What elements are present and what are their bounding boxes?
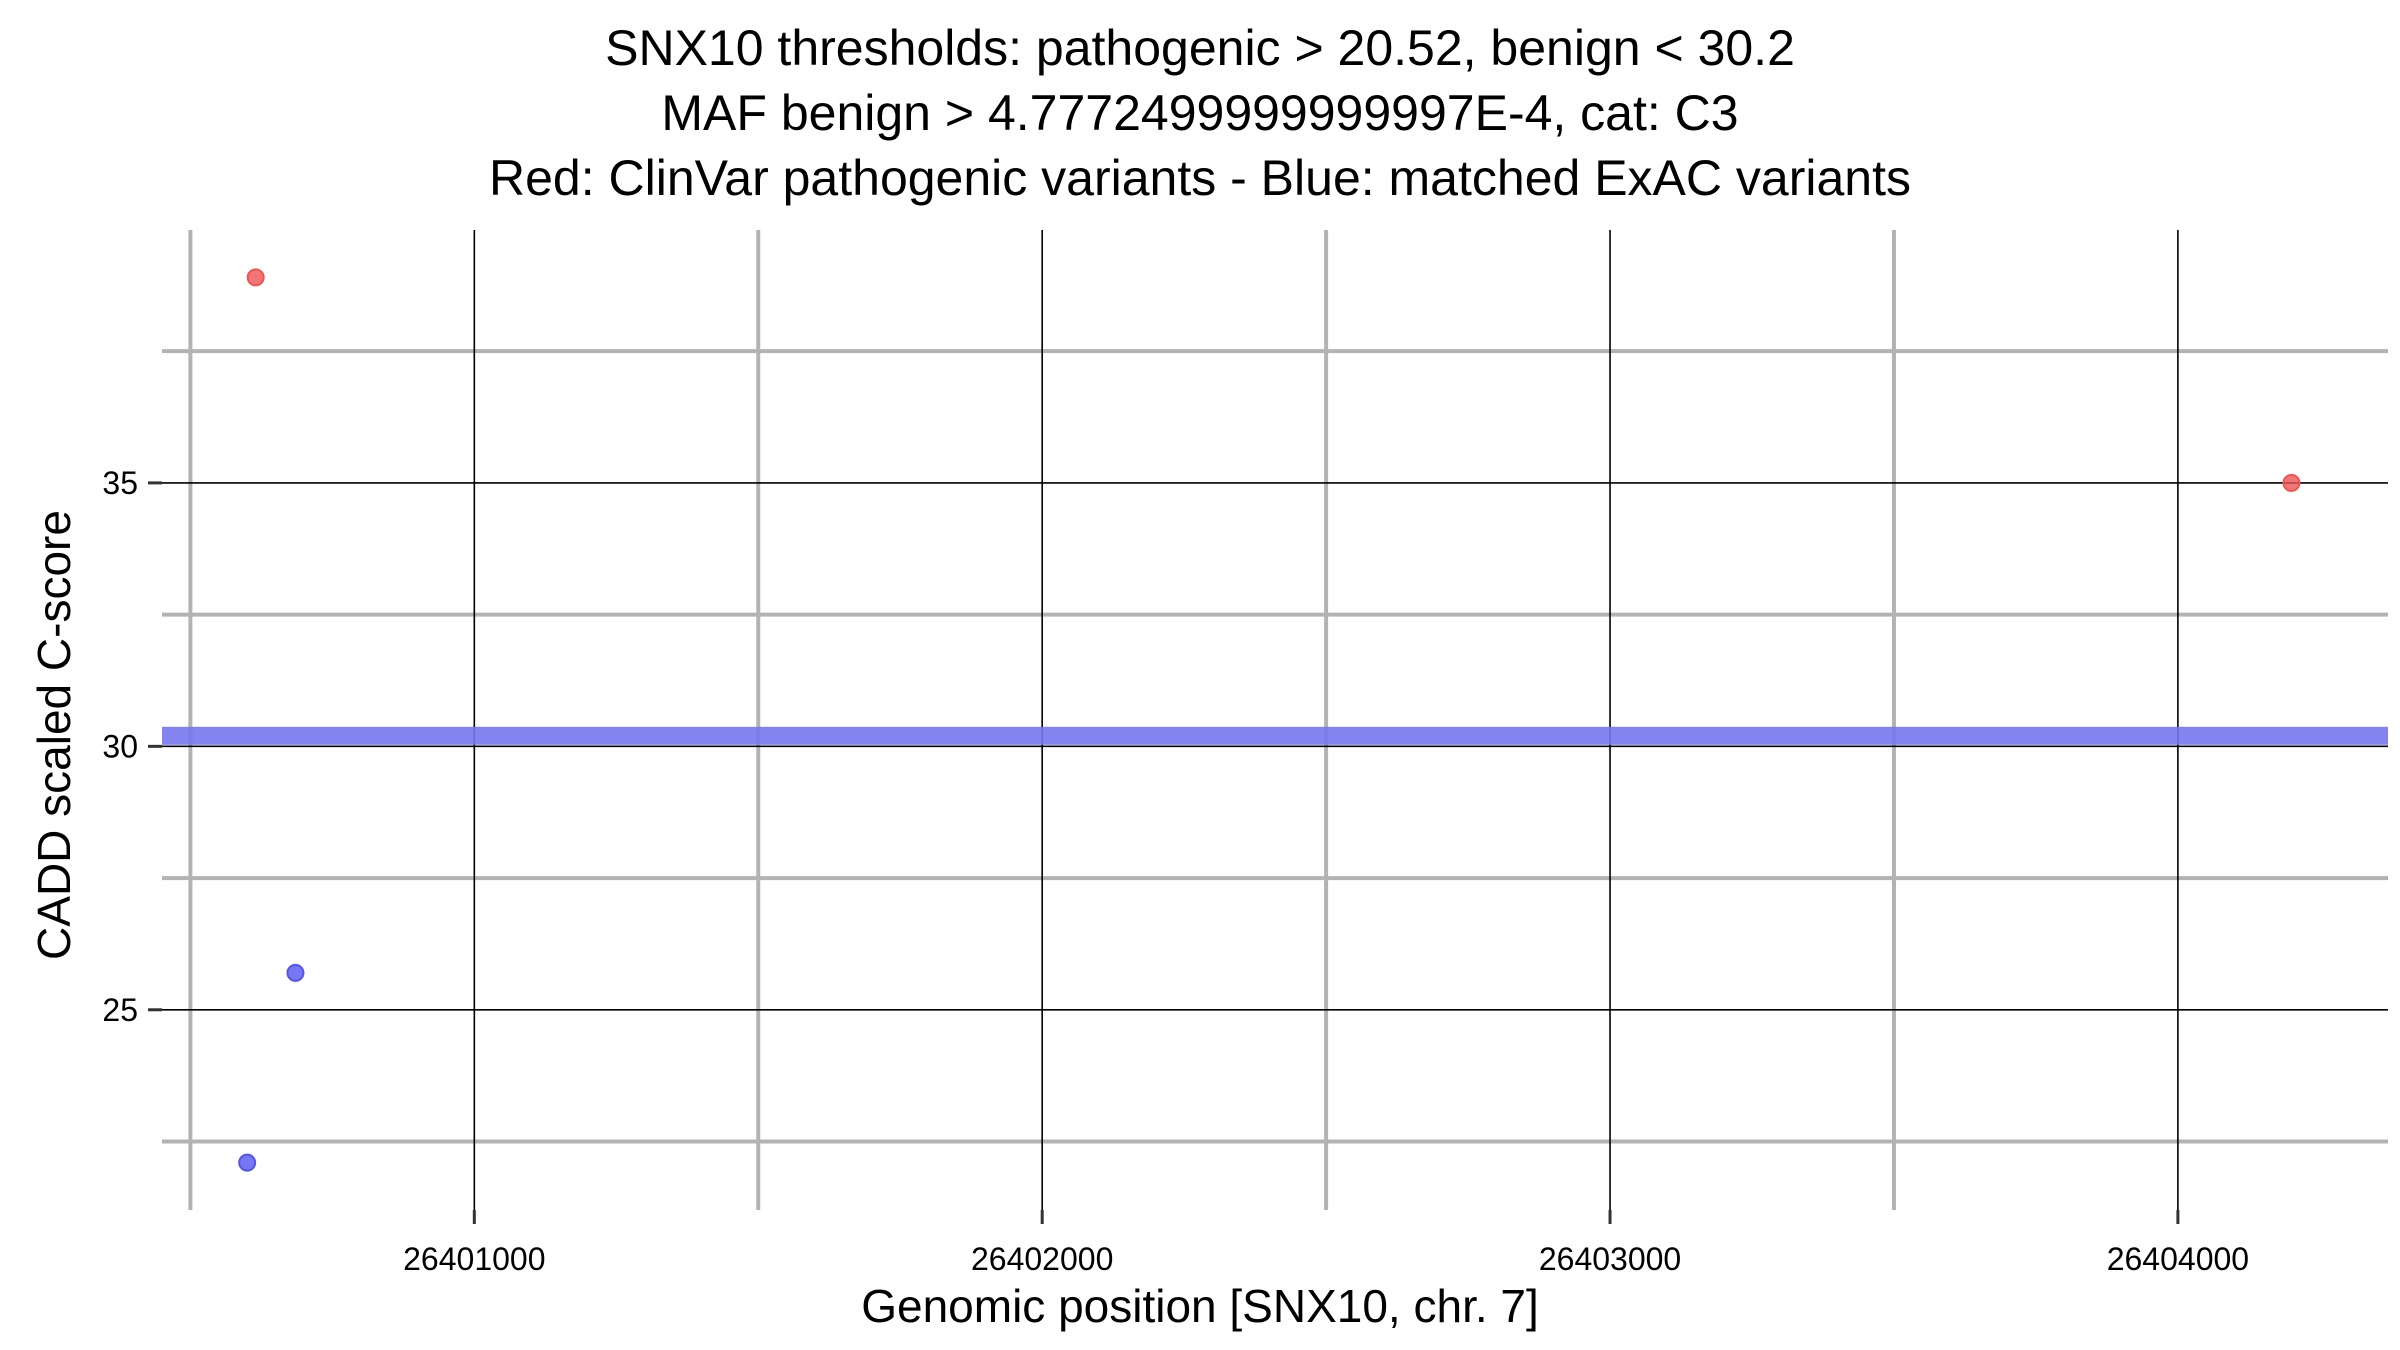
- x-tick-label: 26403000: [1539, 1241, 1681, 1277]
- chart-title-line-3: Red: ClinVar pathogenic variants - Blue:…: [489, 150, 1911, 206]
- benign-threshold-band: [162, 726, 2388, 745]
- y-tick-label: 25: [102, 992, 138, 1028]
- x-axis-label: Genomic position [SNX10, chr. 7]: [861, 1280, 1539, 1332]
- y-tick-label: 30: [102, 728, 138, 764]
- threshold-band-layer: [162, 726, 2388, 745]
- data-points: [238, 268, 2301, 1172]
- chart-title-line-1: SNX10 thresholds: pathogenic > 20.52, be…: [605, 20, 1795, 76]
- clinvar-pathogenic-point: [2282, 473, 2301, 492]
- exac-matched-point: [238, 1153, 257, 1172]
- exac-matched-point: [286, 963, 305, 982]
- y-tick-label: 35: [102, 465, 138, 501]
- minor-gridlines: [162, 230, 2388, 1210]
- clinvar-pathogenic-point: [246, 268, 265, 287]
- chart-title-line-2: MAF benign > 4.7772499999999997E-4, cat:…: [661, 85, 1739, 141]
- y-axis-label: CADD scaled C-score: [28, 510, 80, 960]
- x-tick-label: 26404000: [2107, 1241, 2249, 1277]
- x-tick-label: 26401000: [403, 1241, 545, 1277]
- axis-ticks: [148, 481, 2180, 1224]
- tick-labels: 26401000 26402000 26403000 26404000 25 30 35: [102, 465, 2249, 1277]
- x-tick-label: 26402000: [971, 1241, 1113, 1277]
- major-gridlines: [162, 230, 2388, 1210]
